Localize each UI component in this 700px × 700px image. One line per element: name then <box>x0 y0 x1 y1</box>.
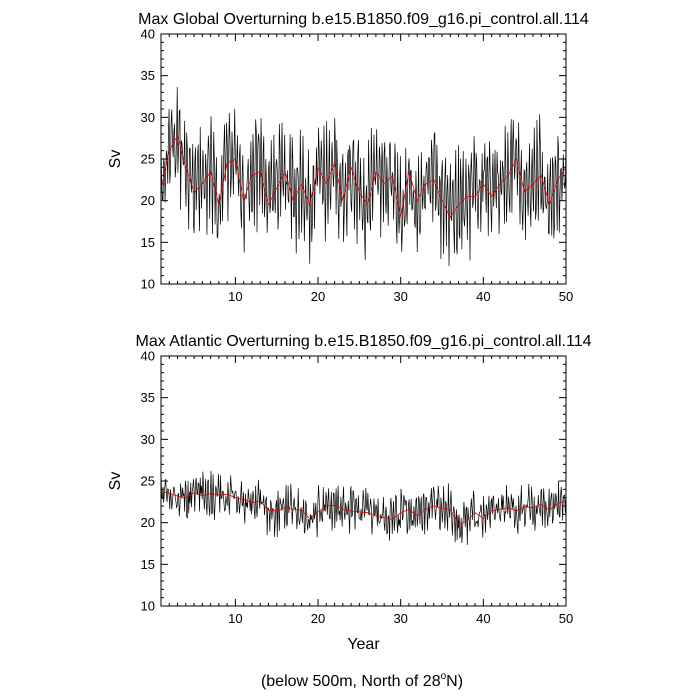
chart-title: Max Atlantic Overturning b.e15.B1850.f09… <box>136 333 592 350</box>
x-tick-label: 10 <box>228 611 242 626</box>
y-tick-label: 25 <box>141 474 155 489</box>
chart-title: Max Global Overturning b.e15.B1850.f09_g… <box>138 11 589 28</box>
y-tick-label: 10 <box>141 599 155 614</box>
y-tick-label: 35 <box>141 68 155 83</box>
y-tick-label: 30 <box>141 432 155 447</box>
footnote-suffix: N) <box>446 673 463 690</box>
y-tick-label: 10 <box>141 277 155 292</box>
y-axis-label: Sv <box>107 472 124 491</box>
y-tick-label: 20 <box>141 193 155 208</box>
series-line-annual-mean <box>161 134 566 219</box>
y-axis-label: Sv <box>107 150 124 169</box>
series-line-monthly <box>161 87 566 267</box>
x-tick-label: 40 <box>476 611 490 626</box>
x-tick-label: 20 <box>311 611 325 626</box>
series-line-annual-mean <box>161 490 566 525</box>
y-tick-label: 25 <box>141 152 155 167</box>
x-tick-label: 40 <box>476 289 490 304</box>
y-tick-label: 35 <box>141 390 155 405</box>
x-tick-label: 30 <box>393 289 407 304</box>
plot-frame <box>160 355 567 607</box>
x-axis-label: Year <box>347 636 380 653</box>
footnote-superscript: o <box>441 671 447 682</box>
footnote: (below 500m, North of 28oN) <box>261 671 463 690</box>
series-line-monthly <box>161 470 566 545</box>
y-tick-label: 15 <box>141 235 155 250</box>
y-tick-label: 40 <box>141 27 155 42</box>
footnote-prefix: (below 500m, North of 28 <box>261 673 441 690</box>
y-tick-label: 15 <box>141 557 155 572</box>
x-tick-label: 50 <box>559 289 573 304</box>
x-tick-label: 50 <box>559 611 573 626</box>
y-tick-label: 30 <box>141 110 155 125</box>
x-tick-label: 10 <box>228 289 242 304</box>
x-tick-label: 20 <box>311 289 325 304</box>
y-tick-label: 20 <box>141 515 155 530</box>
y-tick-label: 40 <box>141 349 155 364</box>
x-tick-label: 30 <box>393 611 407 626</box>
